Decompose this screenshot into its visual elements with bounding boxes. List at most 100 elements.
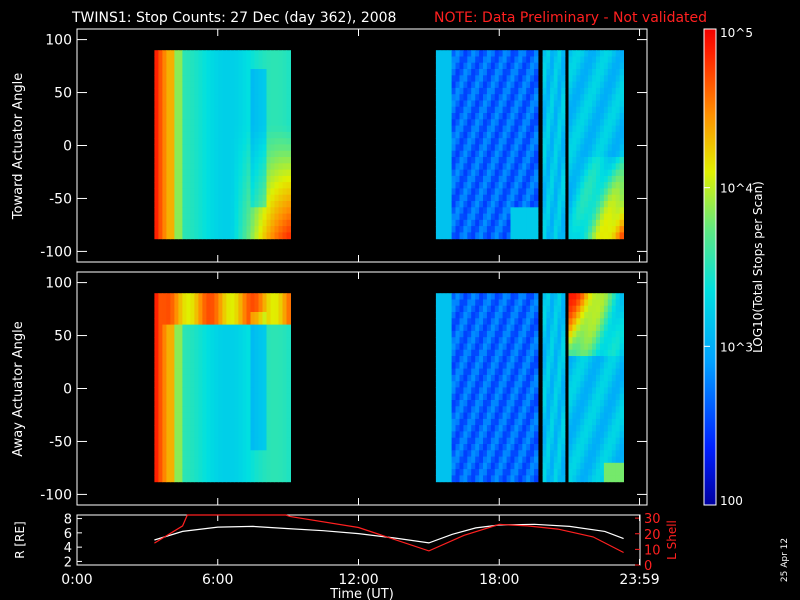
heatmap-cell [607,69,613,76]
heatmap-cell [459,81,464,89]
heatmap-cell [186,349,191,357]
heatmap-cell [214,330,219,338]
heatmap-cell [471,144,476,152]
heatmap-cell [510,157,515,164]
heatmap-cell [502,299,507,307]
heatmap-cell [443,56,449,64]
heatmap-cell [607,182,613,189]
heatmap-cell [270,406,275,414]
heatmap-cell [592,50,597,57]
heatmap-cell [600,157,605,164]
heatmap-cell [611,175,617,183]
heatmap-cell [550,113,555,120]
heatmap-cell [274,324,279,332]
heatmap-cell [576,182,581,189]
heatmap-cell [557,462,562,470]
heatmap-cell [435,207,441,215]
heatmap-cell [568,418,573,426]
heatmap-cell [467,444,472,451]
heatmap-cell [238,374,243,382]
heatmap-cell [561,349,566,357]
heatmap-cell [502,305,507,313]
heatmap-cell [178,406,183,414]
heatmap-cell [166,362,171,370]
heatmap-cell [534,450,539,458]
heatmap-cell [246,437,251,445]
heatmap-cell [553,113,558,120]
heatmap-cell [230,188,235,196]
heatmap-cell [206,469,211,476]
heatmap-cell [600,207,605,215]
heatmap-cell [170,182,175,189]
heatmap-cell [615,406,621,414]
heatmap-cell [463,387,468,395]
heatmap-cell [158,450,163,458]
heatmap-cell [568,406,573,414]
heatmap-cell [522,201,527,208]
heatmap-cell [274,113,279,120]
heatmap-cell [486,418,492,426]
heatmap-cell [234,318,239,326]
heatmap-cell [286,125,291,133]
heatmap-cell [522,87,527,95]
heatmap-cell [274,81,279,89]
heatmap-cell [463,81,468,89]
heatmap-cell [518,94,523,101]
heatmap-cell [514,56,519,64]
heatmap-cell [510,169,515,177]
heatmap-cell [234,349,239,357]
heatmap-cell [194,188,199,196]
heatmap-cell [502,138,507,145]
heatmap-cell [435,81,441,89]
heatmap-cell [158,94,163,101]
heatmap-cell [182,330,187,338]
heatmap-cell [502,469,507,476]
heatmap-cell [592,356,597,363]
heatmap-cell [182,56,187,64]
heatmap-cell [234,131,239,139]
heatmap-cell [190,226,195,233]
heatmap-cell [178,456,183,464]
heatmap-cell [202,374,207,382]
heatmap-cell [182,138,187,145]
heatmap-cell [451,50,456,57]
toward-y-axis-label: Toward Actuator Angle [11,73,26,220]
heatmap-cell [202,425,207,432]
heatmap-cell [479,188,484,196]
heatmap-cell [250,456,255,464]
heatmap-cell [250,406,255,414]
y-tick-label: -100 [40,244,72,260]
heatmap-cell [534,75,539,83]
heatmap-cell [266,406,271,414]
heatmap-cell [178,393,183,401]
heatmap-cell [226,94,231,101]
heatmap-cell [158,299,163,307]
heatmap-cell [166,444,171,451]
heatmap-cell [170,75,175,83]
heatmap-cell [162,293,167,300]
heatmap-cell [190,462,195,470]
heatmap-cell [486,100,492,108]
heatmap-cell [459,226,464,233]
heatmap-cell [550,393,555,401]
heatmap-cell [170,175,175,183]
heatmap-cell [266,387,271,395]
heatmap-cell [447,356,453,363]
heatmap-cell [447,293,453,300]
heatmap-cell [459,437,464,445]
heatmap-cell [479,425,484,432]
heatmap-cell [471,431,476,439]
heatmap-cell [600,194,605,202]
heatmap-cell [514,75,519,83]
heatmap-cell [619,431,624,439]
heatmap-cell [592,94,597,101]
heatmap-cell [530,157,535,164]
heatmap-cell [451,232,456,240]
heatmap-cell [483,437,488,445]
heatmap-cell [166,138,171,145]
heatmap-cell [502,201,507,208]
heatmap-cell [568,293,573,300]
heatmap-cell [506,305,511,313]
heatmap-cell [218,362,223,370]
heatmap-cell [282,293,287,300]
